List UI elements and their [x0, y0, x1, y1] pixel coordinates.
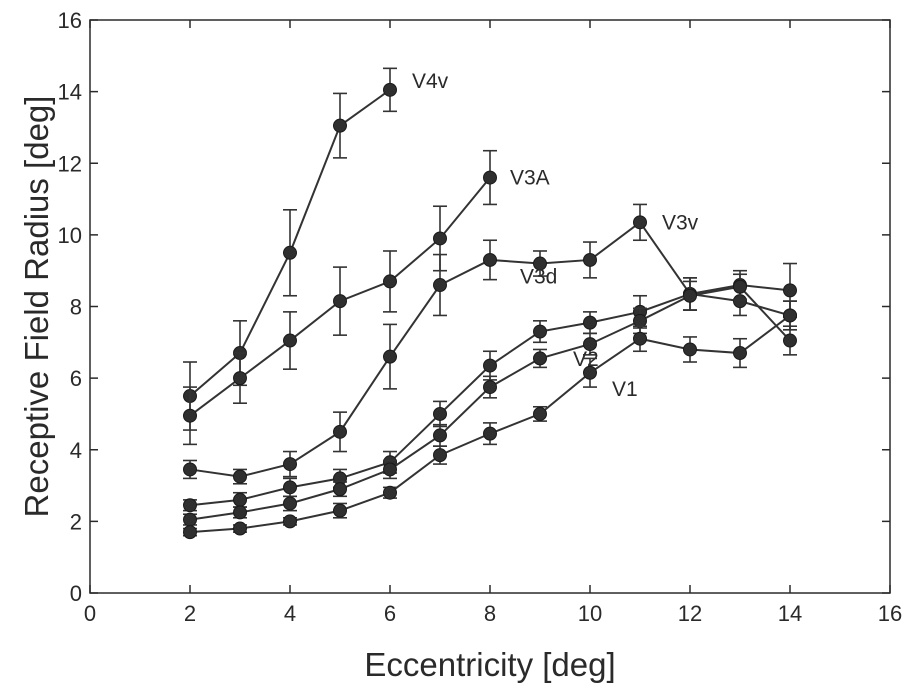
x-tick-label: 6: [384, 601, 396, 626]
series-v1: V1: [183, 300, 797, 540]
data-point: [633, 331, 647, 346]
data-point: [233, 371, 247, 386]
data-point: [483, 426, 497, 441]
data-point: [533, 256, 547, 271]
data-point: [483, 252, 497, 267]
series-line-v2: [189, 285, 791, 521]
data-point: [433, 428, 447, 443]
data-point: [533, 324, 547, 339]
y-tick-label: 4: [70, 438, 82, 463]
series-label-v1: V1: [612, 378, 638, 401]
series-v2: V2: [183, 273, 797, 527]
data-point: [583, 252, 597, 267]
data-point: [283, 245, 297, 260]
y-tick-label: 2: [70, 509, 82, 534]
series-label-v4v: V4v: [412, 70, 449, 93]
data-point: [483, 380, 497, 395]
data-point: [583, 337, 597, 352]
data-point: [233, 469, 247, 484]
data-point: [183, 498, 197, 513]
data-point: [283, 514, 297, 529]
x-tick-label: 12: [678, 601, 702, 626]
data-point: [183, 512, 197, 527]
data-point: [683, 288, 697, 303]
y-axis-title: Receptive Field Radius [deg]: [18, 96, 55, 518]
x-tick-label: 4: [284, 601, 296, 626]
data-point: [633, 215, 647, 230]
x-axis-title: Eccentricity [deg]: [364, 646, 615, 683]
data-point: [283, 333, 297, 348]
data-point: [233, 505, 247, 520]
data-point: [183, 525, 197, 540]
series-label-v3v: V3v: [662, 211, 699, 234]
plot-frame: [89, 19, 891, 594]
data-point: [383, 274, 397, 289]
data-point: [233, 521, 247, 536]
data-point: [383, 485, 397, 500]
data-point: [333, 294, 347, 309]
data-point: [283, 480, 297, 495]
y-tick-label: 0: [70, 581, 82, 606]
axis-ticks: [89, 19, 891, 594]
tick-labels: 0 2 4 6 8 10 12 14 16 0 2 4 6 8 10 12 14 16: [58, 8, 903, 626]
x-tick-label: 10: [578, 601, 602, 626]
data-point: [783, 283, 797, 298]
data-point: [433, 406, 447, 421]
data-point: [183, 462, 197, 477]
data-point: [383, 349, 397, 364]
data-point: [383, 462, 397, 477]
x-tick-label: 16: [878, 601, 902, 626]
data-point: [433, 448, 447, 463]
data-point: [533, 406, 547, 421]
y-tick-label: 10: [58, 223, 82, 248]
data-point: [233, 492, 247, 507]
data-point: [433, 278, 447, 293]
x-tick-label: 2: [184, 601, 196, 626]
x-tick-label: 8: [484, 601, 496, 626]
data-point: [783, 308, 797, 323]
data-point: [483, 170, 497, 185]
series-v3a: V3A: [183, 149, 550, 446]
data-point: [183, 408, 197, 423]
data-point: [483, 358, 497, 373]
x-tick-label: 0: [84, 601, 96, 626]
series-label-v3a: V3A: [510, 167, 550, 190]
y-tick-label: 8: [70, 295, 82, 320]
data-point: [283, 496, 297, 511]
data-point: [433, 231, 447, 246]
data-point: [683, 342, 697, 357]
y-tick-label: 14: [58, 80, 82, 105]
data-point: [283, 457, 297, 472]
x-tick-label: 14: [778, 601, 802, 626]
series-v4v: V4v: [183, 67, 449, 431]
data-point: [533, 351, 547, 366]
data-point: [333, 424, 347, 439]
data-point: [383, 82, 397, 97]
y-tick-label: 16: [58, 8, 82, 33]
data-point: [583, 315, 597, 330]
data-point: [733, 279, 747, 294]
y-tick-label: 12: [58, 151, 82, 176]
series-label-v3d: V3d: [520, 266, 557, 289]
data-point: [333, 482, 347, 497]
data-point: [333, 503, 347, 518]
series-group: V4v V3A V3v V3d V2 V1: [183, 67, 797, 540]
series-label-v2: V2: [573, 348, 599, 371]
data-point: [333, 118, 347, 133]
data-point: [633, 313, 647, 328]
data-point: [783, 333, 797, 348]
y-tick-label: 6: [70, 366, 82, 391]
data-point: [583, 365, 597, 380]
data-point: [733, 346, 747, 361]
